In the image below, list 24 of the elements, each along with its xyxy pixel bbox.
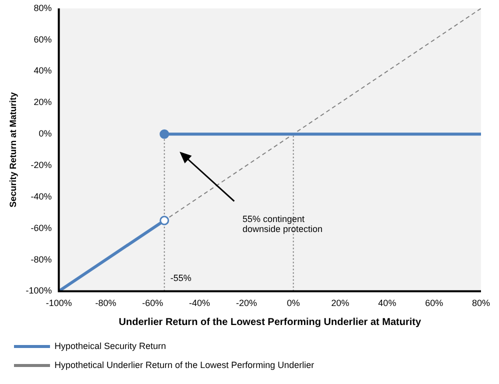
y-axis-title: Security Return at Maturity: [8, 92, 18, 208]
legend-label: Hypotheical Security Return: [54, 340, 166, 351]
x-tick-label: -20%: [236, 298, 257, 308]
x-tick-label: 20%: [331, 298, 350, 308]
y-tick-label: 80%: [34, 2, 52, 13]
y-tick-label: -100%: [26, 286, 52, 296]
y-tick-label: 40%: [34, 66, 52, 76]
y-tick-label: -80%: [30, 254, 52, 264]
x-tick-label: -40%: [189, 298, 210, 308]
y-tick-label: 60%: [34, 34, 52, 44]
y-tick-label: -40%: [30, 191, 52, 202]
y-tick-label: -60%: [30, 222, 52, 233]
y-tick-label: -20%: [30, 160, 52, 170]
x-tick-label: 0%: [286, 298, 300, 308]
x-tick-label: -100%: [46, 298, 72, 308]
x-tick-label: 40%: [378, 298, 396, 308]
x-tick-label: -60%: [142, 298, 164, 308]
x-tick-label: 80%: [472, 298, 490, 308]
x-tick-label: -80%: [95, 298, 116, 308]
y-tick-label: 0%: [38, 128, 52, 139]
legend-label: Hypothetical Underlier Return of the Lowest Performing Underlier: [54, 360, 314, 370]
x-tick-label: 60%: [425, 298, 444, 308]
x-axis-title: Underlier Return of the Lowest Performing Underlier at Maturity: [118, 316, 422, 328]
y-tick-label: 20%: [34, 97, 52, 108]
